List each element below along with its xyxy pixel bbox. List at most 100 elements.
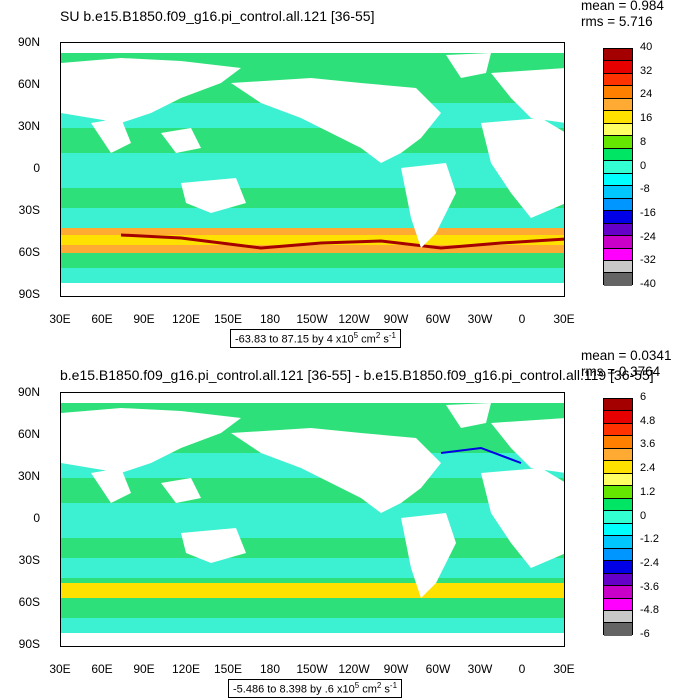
colorbar-label: 2.4 [640,462,656,475]
lat-label: 90N [17,35,40,49]
lat-label: 60S [18,595,40,609]
colorbar-swatch [604,498,632,512]
colorbar-swatch [604,186,632,199]
colorbar-label: 6 [640,391,647,403]
colorbar-swatch [604,136,632,149]
colorbar-swatch [604,399,632,412]
lon-label: 30E [49,312,71,326]
colorbar [603,398,633,636]
colorbar-label: -1.2 [640,533,659,546]
colorbar-swatch [604,436,632,449]
colorbar-label: 0 [640,159,647,172]
colorbar-swatch [604,49,632,62]
top-map-panel: SU b.e15.B1850.f09_g16.pi_control.all.12… [17,0,664,348]
colorbar-label: 1.2 [640,485,656,498]
range-text: -63.83 to 87.15 by 4 x10 [235,333,354,346]
colorbar-swatch [604,173,632,187]
lat-label: 90N [17,385,40,399]
lon-label: 30W [467,662,493,676]
lat-label: 60N [17,77,40,91]
lon-label: 90E [133,312,155,326]
range-unit: cm [358,333,376,346]
lon-label: 60E [91,312,113,326]
lat-label: 60N [17,427,40,441]
contour-range-box: -63.83 to 87.15 by 4 x105 cm2 s-1 [230,329,401,348]
lon-label: 120W [338,662,370,676]
lon-label: 150W [296,312,328,326]
range-exp2: 2 [376,681,382,690]
colorbar-label: 16 [640,112,653,125]
colorbar [603,48,633,286]
colorbar-swatch [604,148,632,162]
lon-label: 30W [467,312,493,326]
range-unit2: s [380,333,389,346]
colorbar-swatch [604,248,632,261]
map-plot [60,392,565,647]
lat-label: 90S [18,287,40,301]
colorbar-swatch [604,161,632,174]
colorbar-label: -32 [640,254,656,267]
range-exp3: -1 [389,681,398,690]
lon-label: 60W [425,662,451,676]
lon-label: 150E [213,662,243,676]
lat-label: 30S [18,553,40,567]
colorbar-swatch [604,411,632,424]
colorbar-swatch [604,511,632,524]
colorbar-swatch [604,198,632,212]
colorbar-swatch [604,586,632,599]
colorbar-swatch [604,223,632,237]
colorbar-swatch [604,98,632,112]
colorbar-swatch [604,486,632,499]
colorbar-swatch [604,610,632,624]
bottom-map-panel: b.e15.B1850.f09_g16.pi_control.all.121 [… [0,348,700,700]
lat-label: 30N [17,469,40,483]
colorbar-label: -6 [640,628,650,640]
colorbar-label: -4.8 [640,604,659,617]
range-exp: 5 [353,331,359,340]
range-exp2: 2 [375,331,381,340]
colorbar-swatch [604,548,632,562]
colorbar-swatch [604,561,632,574]
lon-label: 30E [49,662,71,676]
colorbar-label: 8 [640,135,647,148]
map-svg [61,43,564,296]
lat-label: 90S [18,637,40,651]
lon-label: 60E [91,662,113,676]
colorbar-label: -16 [640,206,656,219]
panel-title: b.e15.B1850.f09_g16.pi_control.all.121 [… [60,367,654,383]
lon-label: 120E [171,662,201,676]
colorbar-swatch [604,573,632,587]
mean-value: mean = 0.984 [581,0,664,13]
lon-label: 180 [259,312,281,326]
lon-label: 120W [338,312,370,326]
lon-label: 90W [383,662,409,676]
colorbar-swatch [604,473,632,487]
lon-label: 150E [213,312,243,326]
lon-label: 90E [133,662,155,676]
panel-title: SU b.e15.B1850.f09_g16.pi_control.all.12… [60,8,375,24]
colorbar-swatch [604,61,632,74]
range-exp: 5 [354,681,360,690]
lon-label: 150W [296,662,328,676]
colorbar-swatch [604,536,632,549]
lon-label: 30E [553,662,575,676]
lat-label: 30N [17,119,40,133]
lat-label: 60S [18,245,40,259]
range-unit: cm [359,683,377,696]
range-text: -5.486 to 8.398 by .6 x10 [233,683,355,696]
range-unit2: s [381,683,390,696]
lon-label: 90W [383,312,409,326]
colorbar-swatch [604,123,632,137]
rms-value: rms = 0.3764 [581,364,661,379]
map-plot [60,42,565,297]
colorbar-swatch [604,623,632,636]
map-svg [61,393,564,646]
lat-label: 0 [33,161,40,175]
colorbar-label: -24 [640,230,656,243]
colorbar-label: 24 [640,88,653,101]
colorbar-label: 0 [640,509,647,522]
contour-range-box: -5.486 to 8.398 by .6 x105 cm2 s-1 [228,679,403,698]
colorbar-label: -2.4 [640,556,659,569]
lon-label: 30E [553,312,575,326]
colorbar-label: 3.6 [640,438,656,451]
